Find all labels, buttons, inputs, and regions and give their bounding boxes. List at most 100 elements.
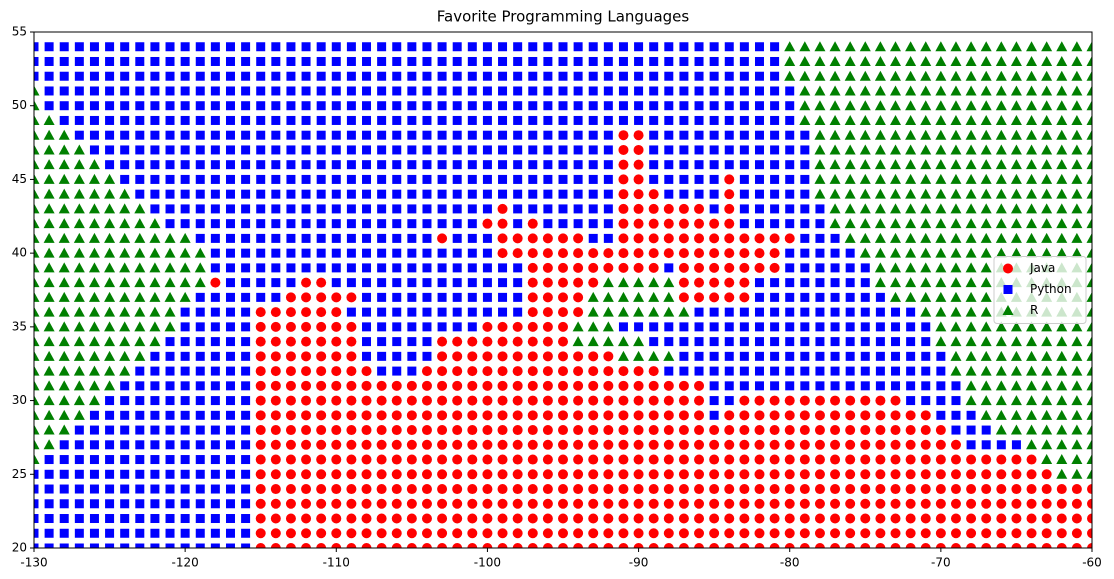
point <box>965 70 977 81</box>
point <box>542 307 553 318</box>
point <box>980 173 992 184</box>
x-tick-label: -70 <box>931 556 951 570</box>
point <box>860 513 871 524</box>
point <box>1056 218 1068 229</box>
point <box>210 174 220 184</box>
point <box>362 189 372 199</box>
point <box>437 395 448 406</box>
point <box>694 130 704 140</box>
point <box>617 277 629 288</box>
point <box>573 498 584 509</box>
point <box>376 469 387 480</box>
point <box>860 292 870 302</box>
point <box>407 145 417 155</box>
point <box>58 350 70 361</box>
point <box>150 514 160 524</box>
point <box>844 55 856 66</box>
point <box>43 262 55 273</box>
point <box>588 189 598 199</box>
point <box>830 307 840 317</box>
point <box>951 381 961 391</box>
point <box>724 42 734 52</box>
point <box>1086 380 1092 391</box>
point <box>1071 159 1083 170</box>
point <box>392 248 402 258</box>
point <box>362 71 372 81</box>
point <box>271 263 281 273</box>
point <box>270 366 281 377</box>
point <box>874 232 886 243</box>
point <box>512 336 523 347</box>
point <box>694 160 704 170</box>
point <box>391 469 402 480</box>
point <box>392 189 402 199</box>
point <box>1026 218 1038 229</box>
point <box>377 42 387 52</box>
point <box>1086 144 1092 155</box>
point <box>406 513 417 524</box>
point <box>965 350 977 361</box>
point <box>649 101 659 111</box>
point <box>346 248 356 258</box>
point <box>618 42 628 52</box>
point <box>618 86 628 96</box>
point <box>664 101 674 111</box>
point <box>256 248 266 258</box>
point <box>618 513 629 524</box>
point <box>1026 100 1038 111</box>
point <box>105 145 115 155</box>
point <box>392 160 402 170</box>
point <box>346 219 356 229</box>
point <box>255 380 266 391</box>
point <box>769 248 780 259</box>
point <box>149 291 161 302</box>
point <box>1010 70 1022 81</box>
point <box>134 203 146 214</box>
point <box>588 410 599 421</box>
point <box>980 409 992 420</box>
point <box>558 42 568 52</box>
point <box>754 351 764 361</box>
point <box>905 410 916 421</box>
point <box>407 42 417 52</box>
point <box>105 499 115 509</box>
point <box>120 174 130 184</box>
point <box>421 366 432 377</box>
point <box>316 484 327 495</box>
point <box>271 204 281 214</box>
point <box>362 86 372 96</box>
point <box>498 278 508 288</box>
point <box>754 130 764 140</box>
point <box>679 130 689 140</box>
point <box>210 337 220 347</box>
point <box>648 498 659 509</box>
point <box>256 263 266 273</box>
point <box>694 248 705 259</box>
point <box>905 159 917 170</box>
point <box>89 410 99 420</box>
point <box>588 86 598 96</box>
point <box>165 174 175 184</box>
point <box>301 248 311 258</box>
point <box>422 278 432 288</box>
point <box>452 469 463 480</box>
point <box>859 247 871 258</box>
point <box>679 351 689 361</box>
point <box>179 247 191 258</box>
point <box>180 410 190 420</box>
point <box>920 469 931 480</box>
point <box>1086 173 1092 184</box>
point <box>286 71 296 81</box>
point <box>301 410 312 421</box>
point <box>316 292 327 303</box>
point <box>316 248 326 258</box>
point <box>362 42 372 52</box>
point <box>724 248 735 259</box>
point <box>256 145 266 155</box>
point <box>603 425 614 436</box>
point <box>210 204 220 214</box>
point <box>542 321 553 332</box>
point <box>664 337 674 347</box>
point <box>739 233 750 244</box>
point <box>135 440 145 450</box>
